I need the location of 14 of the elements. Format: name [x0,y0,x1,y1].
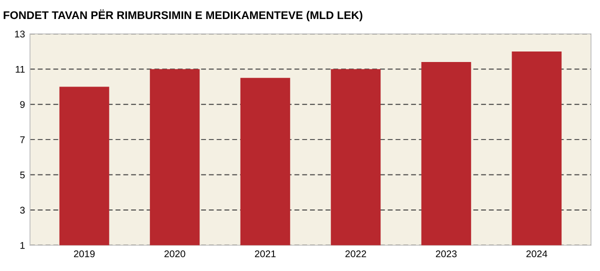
x-tick-label: 2024 [526,250,548,258]
y-tick-label: 5 [20,172,25,178]
chart-title: FONDET TAVAN PËR RIMBURSIMIN E MEDIKAMENTEVE (MLD LEK) [4,9,362,22]
y-tick-label: 7 [20,136,25,144]
y-tick-label: 9 [20,101,25,108]
y-tick-label: 11 [16,66,25,73]
x-tick-label: 2022 [345,250,366,258]
y-tick-label: 13 [15,30,25,38]
y-tick-label: 3 [20,206,25,214]
x-tick-label: 2019 [74,250,95,258]
x-tick-label: 2023 [436,250,457,258]
y-tick-label: 1 [20,242,25,249]
x-tick-label: 2020 [164,250,186,258]
x-tick-label: 2021 [254,250,276,258]
